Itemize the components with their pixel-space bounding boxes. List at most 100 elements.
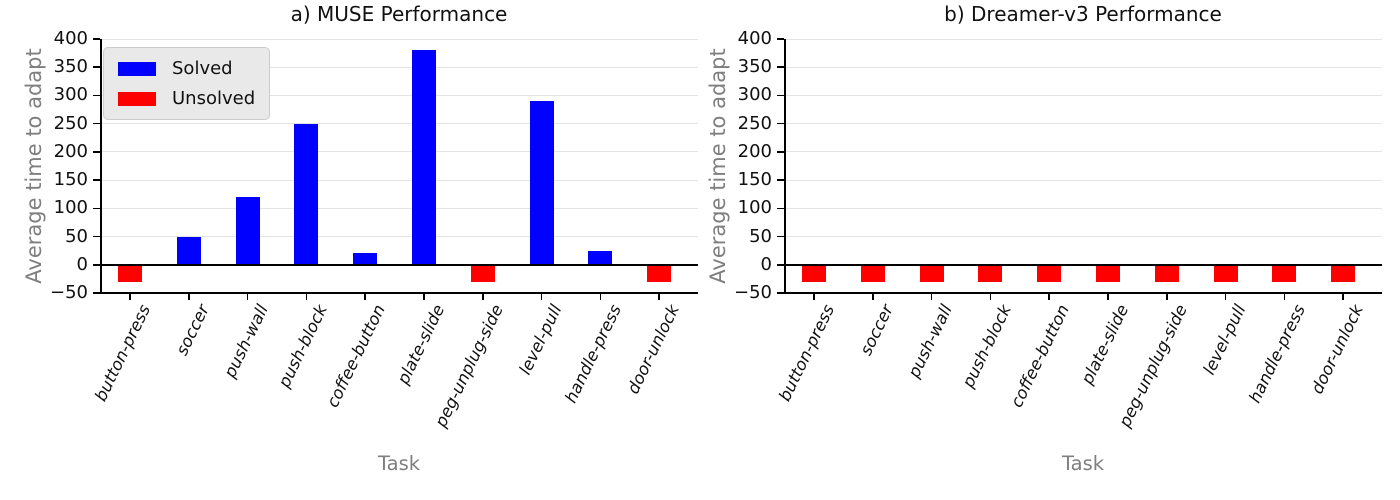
y-tick-mark — [93, 207, 100, 210]
bar-handle-press — [588, 250, 613, 265]
x-tick-label: handle-press — [1244, 301, 1309, 406]
bar-door-unlock — [647, 264, 672, 282]
x-tick-mark — [658, 293, 660, 300]
left-spine — [784, 39, 786, 293]
y-tick-mark — [777, 94, 784, 97]
x-tick-mark — [246, 293, 249, 300]
grid-line — [100, 66, 698, 68]
legend-item-unsolved: Unsolved — [118, 88, 255, 109]
x-tick-label: push-wall — [220, 301, 272, 381]
bar-coffee-button — [1037, 264, 1062, 282]
bar-soccer — [860, 264, 885, 282]
x-tick-mark — [813, 293, 815, 300]
zero-axis-line — [100, 263, 698, 266]
y-tick-label: 300 — [53, 84, 88, 106]
y-tick-label: 50 — [65, 225, 88, 247]
y-tick-label: 350 — [737, 56, 772, 78]
x-tick-mark — [599, 293, 602, 300]
bar-door-unlock — [1331, 264, 1356, 282]
legend-label-unsolved: Unsolved — [172, 88, 256, 109]
bar-soccer — [176, 236, 201, 265]
y-tick-mark — [777, 207, 784, 210]
bottom-spine — [100, 292, 698, 294]
bar-peg-unplug-side — [1154, 264, 1179, 282]
y-tick-label: 350 — [53, 56, 88, 78]
y-tick-label: −50 — [50, 282, 88, 303]
grid-line — [784, 207, 1382, 209]
grid-line — [100, 151, 698, 153]
x-tick-mark — [540, 293, 543, 300]
y-tick-mark — [93, 94, 100, 97]
x-tick-label: plate-slide — [1077, 301, 1133, 388]
y-tick-label: 200 — [737, 140, 772, 162]
legend-swatch-solved — [118, 61, 156, 76]
plot-area-muse: −50 0 50 100 150 200 250 300 350 400 button-press s… — [50, 28, 698, 430]
bar-peg-unplug-side — [470, 264, 495, 282]
grid-line — [100, 38, 698, 40]
grid-line — [784, 94, 1382, 96]
chart-title-muse: a) MUSE Performance — [290, 2, 508, 26]
x-tick-mark — [1048, 293, 1050, 300]
y-tick-mark — [93, 38, 100, 40]
bar-level-pull — [529, 101, 554, 265]
y-tick-label: 300 — [737, 84, 772, 106]
y-tick-label: 100 — [53, 197, 88, 219]
bar-plate-slide — [1096, 264, 1120, 282]
y-tick-mark — [93, 292, 100, 294]
legend-item-solved: Solved — [118, 58, 255, 79]
x-tick-label: coffee-button — [323, 301, 390, 411]
y-tick-label: 100 — [737, 197, 772, 219]
y-tick-mark — [93, 264, 100, 266]
x-axis-label-muse: Task — [377, 452, 421, 475]
legend-swatch-unsolved — [118, 91, 156, 106]
x-tick-label: push-block — [958, 301, 1015, 391]
y-tick-mark — [777, 66, 784, 68]
bar-handle-press — [1272, 264, 1297, 282]
x-tick-mark — [1107, 293, 1109, 300]
bar-push-wall — [919, 264, 944, 282]
x-tick-label: button-press — [775, 301, 839, 405]
x-tick-label: level-pull — [515, 301, 566, 378]
grid-line — [784, 151, 1382, 153]
x-tick-label: peg-unplug-side — [431, 301, 507, 431]
grid-line — [100, 94, 698, 96]
y-tick-label: 150 — [737, 169, 772, 191]
y-tick-label: 400 — [53, 28, 88, 49]
grid-line — [784, 179, 1382, 181]
grid-line — [100, 236, 698, 238]
bottom-spine — [784, 292, 1382, 294]
x-tick-mark — [1283, 293, 1286, 300]
y-tick-mark — [93, 122, 100, 125]
grid-line — [784, 236, 1382, 238]
bar-push-block — [978, 264, 1003, 282]
grid-line — [100, 123, 698, 125]
x-tick-mark — [423, 293, 425, 300]
y-tick-mark — [777, 179, 784, 181]
legend-label-solved: Solved — [172, 58, 233, 79]
y-tick-mark — [93, 179, 100, 181]
y-tick-label: 0 — [76, 253, 88, 275]
x-tick-label: level-pull — [1199, 301, 1250, 378]
bar-push-block — [294, 123, 319, 265]
grid-line — [784, 123, 1382, 125]
legend: Solved Unsolved — [103, 47, 271, 120]
x-tick-label: plate-slide — [393, 301, 449, 388]
x-tick-label: push-wall — [904, 301, 956, 381]
left-spine — [100, 39, 102, 293]
x-tick-mark — [305, 293, 308, 300]
bar-button-press — [118, 264, 142, 282]
x-tick-mark — [989, 293, 992, 300]
y-tick-label: −50 — [734, 282, 772, 303]
x-axis-label-dreamer: Task — [1061, 452, 1105, 475]
y-tick-mark — [777, 122, 784, 125]
chart-title-dreamer: b) Dreamer-v3 Performance — [944, 2, 1222, 26]
x-tick-mark — [129, 293, 131, 300]
y-tick-mark — [777, 264, 784, 266]
x-tick-mark — [482, 293, 484, 300]
x-tick-mark — [364, 293, 366, 300]
x-tick-mark — [872, 293, 874, 300]
grid-line — [100, 179, 698, 181]
bar-button-press — [802, 264, 826, 282]
plot-area-dreamer: −50 0 50 100 150 200 250 300 350 400 button-press s… — [734, 28, 1382, 430]
y-tick-label: 0 — [760, 253, 772, 275]
